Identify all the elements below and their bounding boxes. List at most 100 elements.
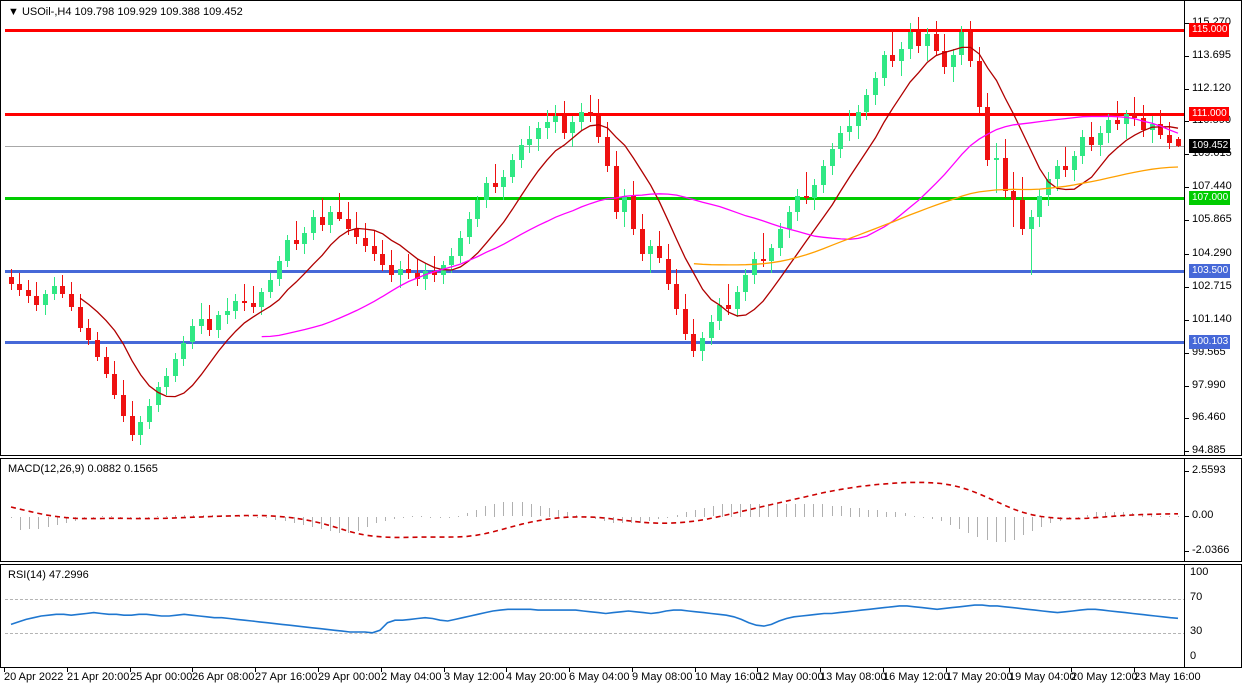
- candle[interactable]: [1080, 2, 1086, 456]
- candle[interactable]: [864, 2, 870, 456]
- macd-pane[interactable]: 2.5593 0.00 -2.0366: [0, 458, 1242, 562]
- candle[interactable]: [872, 2, 878, 456]
- candle[interactable]: [8, 2, 14, 456]
- candle[interactable]: [267, 2, 273, 456]
- candle[interactable]: [769, 2, 775, 456]
- candle[interactable]: [224, 2, 230, 456]
- candle[interactable]: [60, 2, 66, 456]
- candle[interactable]: [968, 2, 973, 456]
- candle[interactable]: [51, 2, 57, 456]
- candle[interactable]: [561, 2, 567, 456]
- price-plot-area[interactable]: [5, 2, 1186, 456]
- candle[interactable]: [164, 2, 170, 456]
- candle[interactable]: [656, 2, 662, 456]
- candle[interactable]: [786, 2, 792, 456]
- candle[interactable]: [691, 2, 697, 456]
- candle[interactable]: [138, 2, 144, 456]
- candle[interactable]: [250, 2, 256, 456]
- candle[interactable]: [328, 2, 334, 456]
- candle[interactable]: [1123, 2, 1129, 456]
- candle[interactable]: [605, 2, 610, 456]
- candle[interactable]: [1037, 2, 1043, 456]
- candle[interactable]: [293, 2, 299, 456]
- candle[interactable]: [734, 2, 740, 456]
- candle[interactable]: [1089, 2, 1095, 456]
- price-level-tag-111-000[interactable]: 111.000: [1189, 107, 1229, 121]
- candle[interactable]: [838, 2, 844, 456]
- price-level-tag-115-000[interactable]: 115.000: [1189, 23, 1230, 37]
- candle[interactable]: [682, 2, 688, 456]
- candle[interactable]: [34, 2, 40, 456]
- candle[interactable]: [881, 2, 887, 456]
- candle[interactable]: [812, 2, 818, 456]
- candle[interactable]: [829, 2, 835, 456]
- candle[interactable]: [77, 2, 83, 456]
- time-axis[interactable]: 20 Apr 2022 21 Apr 20:00 25 Apr 00:00 26 Ap…: [0, 668, 1242, 690]
- candle[interactable]: [803, 2, 809, 456]
- candle[interactable]: [190, 2, 195, 456]
- candle[interactable]: [648, 2, 654, 456]
- candle[interactable]: [1140, 2, 1146, 456]
- candle[interactable]: [432, 2, 438, 456]
- candle[interactable]: [129, 2, 135, 456]
- candle[interactable]: [976, 2, 982, 456]
- candle[interactable]: [233, 2, 239, 456]
- candle[interactable]: [172, 2, 178, 456]
- candle[interactable]: [509, 2, 515, 456]
- candle[interactable]: [751, 2, 757, 456]
- candle[interactable]: [579, 2, 584, 456]
- candle[interactable]: [388, 2, 394, 456]
- candle[interactable]: [743, 2, 749, 456]
- candle[interactable]: [1158, 2, 1164, 456]
- candle[interactable]: [726, 2, 731, 456]
- candle[interactable]: [501, 2, 507, 456]
- candle[interactable]: [717, 2, 723, 456]
- candle[interactable]: [553, 2, 559, 456]
- candle[interactable]: [1149, 2, 1155, 456]
- candle[interactable]: [302, 2, 308, 456]
- candle[interactable]: [25, 2, 31, 456]
- candle[interactable]: [17, 2, 23, 456]
- candle[interactable]: [708, 2, 714, 456]
- rsi-plot-area[interactable]: [5, 566, 1186, 668]
- candle[interactable]: [622, 2, 628, 456]
- candle[interactable]: [760, 2, 766, 456]
- candle[interactable]: [821, 2, 827, 456]
- price-pane[interactable]: 115.270113.695112.120110.590109.015107.4…: [0, 0, 1242, 456]
- candle[interactable]: [950, 2, 956, 456]
- candle[interactable]: [354, 2, 360, 456]
- candle[interactable]: [570, 2, 576, 456]
- candle[interactable]: [449, 2, 455, 456]
- candle[interactable]: [1097, 2, 1103, 456]
- candle[interactable]: [241, 2, 247, 456]
- candle[interactable]: [994, 2, 999, 456]
- candle[interactable]: [69, 2, 74, 456]
- price-scale[interactable]: 115.270113.695112.120110.590109.015107.4…: [1184, 1, 1241, 456]
- candle[interactable]: [423, 2, 429, 456]
- candle[interactable]: [700, 2, 706, 456]
- rsi-pane[interactable]: 100 70 30 0: [0, 564, 1242, 668]
- candle[interactable]: [916, 2, 922, 456]
- candle[interactable]: [933, 2, 939, 456]
- candle[interactable]: [544, 2, 550, 456]
- candle[interactable]: [1063, 2, 1069, 456]
- candle[interactable]: [1002, 2, 1008, 456]
- candle[interactable]: [406, 2, 412, 456]
- candle[interactable]: [207, 2, 213, 456]
- price-level-tag-109-452[interactable]: 109.452: [1189, 139, 1231, 153]
- candle[interactable]: [86, 2, 92, 456]
- candle[interactable]: [527, 2, 533, 456]
- candle[interactable]: [587, 2, 593, 456]
- candle[interactable]: [483, 2, 489, 456]
- candle[interactable]: [181, 2, 187, 456]
- candle[interactable]: [414, 2, 420, 456]
- price-level-tag-100-103[interactable]: 100.103: [1189, 335, 1231, 349]
- candle[interactable]: [120, 2, 126, 456]
- candle[interactable]: [795, 2, 801, 456]
- candle[interactable]: [518, 2, 524, 456]
- rsi-scale[interactable]: 100 70 30 0: [1184, 565, 1241, 667]
- candle[interactable]: [1166, 2, 1172, 456]
- candle[interactable]: [924, 2, 930, 456]
- candle[interactable]: [94, 2, 100, 456]
- candle[interactable]: [440, 2, 446, 456]
